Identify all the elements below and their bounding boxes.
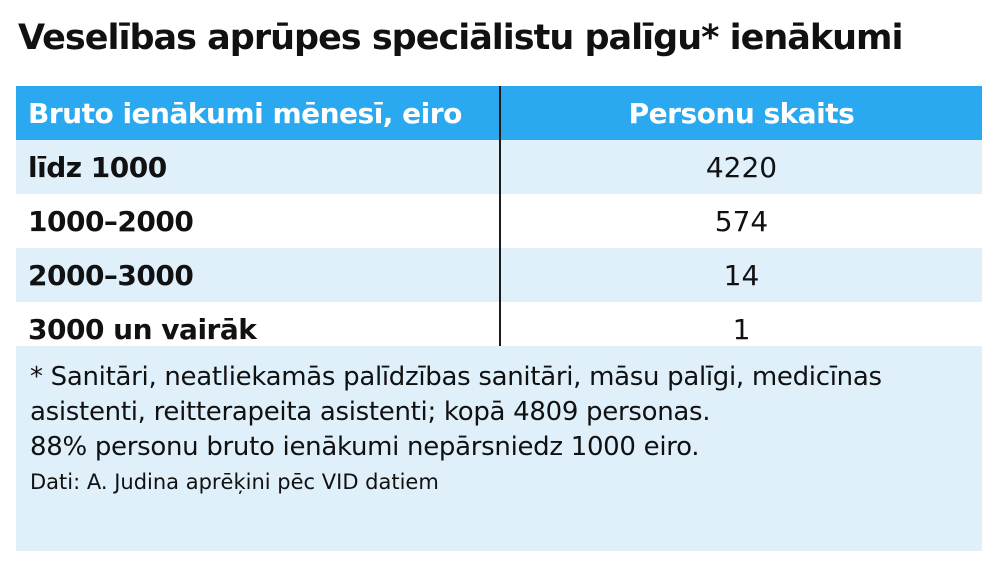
- column-header-count: Personu skaits: [500, 86, 982, 140]
- table-header-row: Bruto ienākumi mēnesī, eiro Personu skai…: [16, 86, 982, 140]
- table-row: 1000–2000 574: [16, 194, 982, 248]
- page-title: Veselības aprūpes speciālistu palīgu* ie…: [18, 18, 904, 58]
- table-row: 2000–3000 14: [16, 248, 982, 302]
- footnote-text: * Sanitāri, neatliekamās palīdzības sani…: [30, 362, 882, 427]
- row-value: 574: [500, 194, 982, 248]
- source-text: Dati: A. Judina aprēķini pēc VID datiem: [30, 470, 439, 494]
- row-label: 1000–2000: [16, 194, 501, 248]
- row-label: līdz 1000: [16, 140, 501, 194]
- row-value: 4220: [500, 140, 982, 194]
- row-value: 14: [500, 248, 982, 302]
- table-row: līdz 1000 4220: [16, 140, 982, 194]
- summary-text: 88% personu bruto ienākumi nepārsniedz 1…: [30, 432, 700, 462]
- row-label: 2000–3000: [16, 248, 501, 302]
- income-table: Bruto ienākumi mēnesī, eiro Personu skai…: [16, 86, 982, 356]
- column-header-income: Bruto ienākumi mēnesī, eiro: [16, 86, 501, 140]
- notes-panel: * Sanitāri, neatliekamās palīdzības sani…: [16, 346, 982, 551]
